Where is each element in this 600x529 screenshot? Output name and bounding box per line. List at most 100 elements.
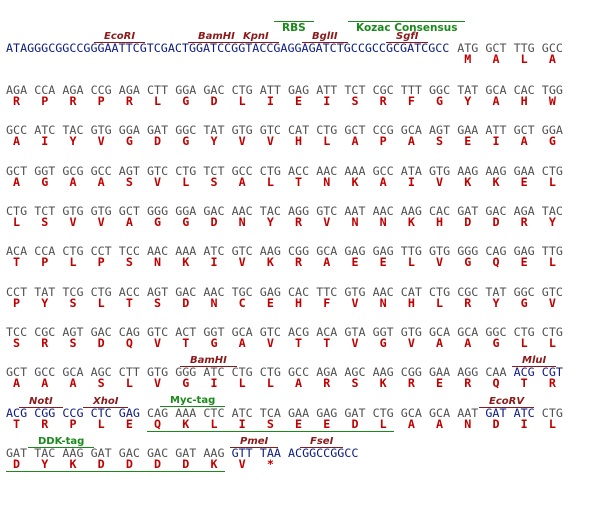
- amino-acid: L: [210, 417, 218, 431]
- codon: ACA: [316, 325, 338, 339]
- amino-acid: V: [323, 215, 331, 229]
- amino-acid: L: [97, 296, 105, 310]
- amino-acid: R: [125, 94, 133, 108]
- codon: CTC: [203, 406, 225, 420]
- amino-acid: D: [154, 134, 162, 148]
- amino-acid: L: [520, 52, 528, 66]
- amino-acid: V: [266, 134, 274, 148]
- codon: CGT: [541, 365, 563, 379]
- codon: ATT: [316, 83, 338, 97]
- amino-acid: A: [97, 175, 105, 189]
- amino-acid: Q: [154, 417, 162, 431]
- amino-acid: L: [154, 94, 162, 108]
- amino-acid: G: [154, 215, 162, 229]
- amino-acid: W: [548, 94, 556, 108]
- codon: ATC: [231, 406, 253, 420]
- codon: GCA: [62, 365, 84, 379]
- codon: GGA: [118, 123, 140, 137]
- amino-acid: K: [464, 175, 472, 189]
- amino-acid: P: [41, 255, 49, 269]
- amino-acid: D: [210, 94, 218, 108]
- codon: GTG: [62, 204, 84, 218]
- codon: GAG: [259, 285, 281, 299]
- amino-acid: G: [492, 336, 500, 350]
- amino-acid: N: [323, 175, 331, 189]
- amino-acid: Y: [41, 296, 49, 310]
- amino-acid: A: [125, 215, 133, 229]
- enzyme-site: SgfI: [386, 31, 429, 43]
- amino-acid: S: [13, 336, 21, 350]
- amino-acid: P: [379, 134, 387, 148]
- amino-acid: A: [464, 336, 472, 350]
- codon: GAT: [485, 406, 507, 420]
- codon: GAT: [147, 123, 169, 137]
- amino-acid: D: [154, 457, 162, 471]
- codon: GCC: [541, 41, 563, 55]
- codon: GTG: [344, 285, 366, 299]
- amino-acid: N: [351, 215, 359, 229]
- codon: ACT: [175, 325, 197, 339]
- codon: GTG: [429, 164, 451, 178]
- amino-acid: R: [379, 94, 387, 108]
- codon: GCA: [316, 244, 338, 258]
- amino-acid: G: [182, 215, 190, 229]
- codon: CAG: [118, 325, 140, 339]
- amino-acid: G: [41, 175, 49, 189]
- amino-acid: A: [13, 134, 21, 148]
- amino-acid: A: [41, 376, 49, 390]
- amino-acid: A: [520, 134, 528, 148]
- codon: CAC: [288, 285, 310, 299]
- amino-acid: S: [154, 296, 162, 310]
- codon: GAA: [457, 123, 479, 137]
- amino-acid: D: [97, 457, 105, 471]
- amino-acid: V: [154, 175, 162, 189]
- amino-acid: R: [41, 336, 49, 350]
- amino-acid: *: [266, 457, 274, 471]
- codon: GGC: [175, 123, 197, 137]
- codon: ATT: [485, 123, 507, 137]
- amino-acid: S: [125, 255, 133, 269]
- amino-acid: K: [351, 175, 359, 189]
- amino-acid: Q: [125, 336, 133, 350]
- amino-acid: Y: [464, 94, 472, 108]
- amino-acid: P: [69, 417, 77, 431]
- amino-acid: V: [238, 134, 246, 148]
- amino-acid: N: [379, 215, 387, 229]
- codon: TCG: [62, 285, 84, 299]
- codon: AAG: [485, 164, 507, 178]
- amino-acid: T: [13, 255, 21, 269]
- amino-acid: L: [97, 417, 105, 431]
- amino-acid: A: [407, 417, 415, 431]
- codon: GAC: [147, 446, 169, 460]
- enzyme-site: PmeI: [230, 436, 279, 448]
- amino-acid: H: [295, 134, 303, 148]
- amino-acid: A: [492, 52, 500, 66]
- rbs-label: RBS: [274, 21, 314, 34]
- amino-acid: A: [436, 417, 444, 431]
- codon: GTC: [259, 123, 281, 137]
- amino-acid: A: [379, 175, 387, 189]
- amino-acid: V: [351, 336, 359, 350]
- codon: ACG: [288, 325, 310, 339]
- codon: GAC: [90, 325, 112, 339]
- amino-acid: L: [182, 175, 190, 189]
- codon: CTG: [231, 365, 253, 379]
- codon: ACC: [288, 164, 310, 178]
- codon: AGA: [118, 83, 140, 97]
- codon: CTG: [6, 204, 28, 218]
- codon: AAC: [316, 164, 338, 178]
- codon: AAC: [372, 285, 394, 299]
- amino-acid: E: [351, 255, 359, 269]
- codon: CCA: [34, 244, 56, 258]
- amino-acid: R: [295, 215, 303, 229]
- codon: GCA: [429, 406, 451, 420]
- codon: GAC: [203, 83, 225, 97]
- codon: CGG: [400, 365, 422, 379]
- codon: CAC: [429, 204, 451, 218]
- amino-acid: L: [69, 255, 77, 269]
- amino-acid: T: [323, 336, 331, 350]
- amino-acid: E: [266, 296, 274, 310]
- enzyme-site: BamHI: [188, 31, 245, 43]
- codon: TAC: [62, 123, 84, 137]
- amino-acid: I: [266, 94, 274, 108]
